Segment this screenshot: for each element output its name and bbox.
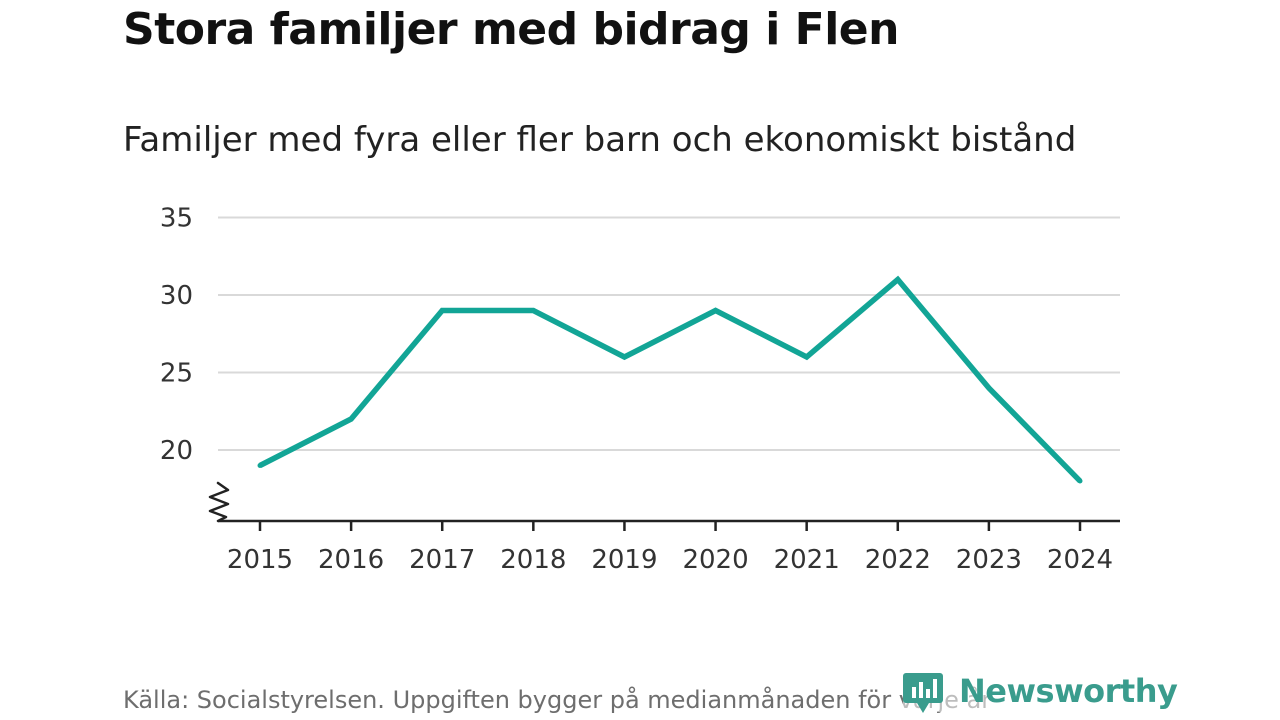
x-tick-label-2015: 2015 [227,545,293,575]
newsworthy-logo-icon [903,673,943,713]
data-point-2022 [895,277,901,282]
data-point-2024 [1077,478,1083,484]
x-tick-label-2021: 2021 [774,545,840,575]
data-point-2016 [348,416,354,422]
x-tick-label-2019: 2019 [591,545,657,575]
y-axis-break-icon [208,481,230,523]
y-axis-tick-labels: 20 25 30 35 [160,204,193,467]
brand-name: Newsworthy [959,672,1178,710]
y-tick-label-30: 30 [160,281,193,311]
x-tick-label-2017: 2017 [409,545,475,575]
x-tick-label-2024: 2024 [1047,545,1113,575]
x-tick-label-2023: 2023 [956,545,1022,575]
y-tick-label-25: 25 [160,359,193,389]
data-point-2020 [713,308,719,313]
x-tick-label-2018: 2018 [500,545,566,575]
x-axis [208,481,1120,531]
chart-title: Stora familjer med bidrag i Flen [123,4,899,55]
brand-logo[interactable]: Newsworthy [903,670,1178,713]
series-layer [257,275,1083,484]
chart-subtitle: Familjer med fyra eller fler barn och ek… [123,120,1077,160]
series-line-0 [258,275,1082,483]
source-note: Källa: Socialstyrelsen. Uppgiften bygger… [123,686,992,714]
x-tick-label-2020: 2020 [682,545,748,575]
y-tick-label-20: 20 [160,436,193,466]
data-point-2015 [257,463,263,468]
x-tick-label-2016: 2016 [318,545,384,575]
y-tick-label-35: 35 [160,204,193,234]
data-point-2021 [804,354,810,360]
x-tick-label-2022: 2022 [865,545,931,575]
x-axis-tick-labels: 2015 2016 2017 2018 2019 2020 2021 2022 2023 2024 [227,545,1113,575]
gridlines [218,216,1120,451]
data-point-2018 [530,308,536,313]
data-point-2023 [986,385,992,391]
data-point-2017 [439,308,445,313]
data-point-2019 [621,354,627,360]
